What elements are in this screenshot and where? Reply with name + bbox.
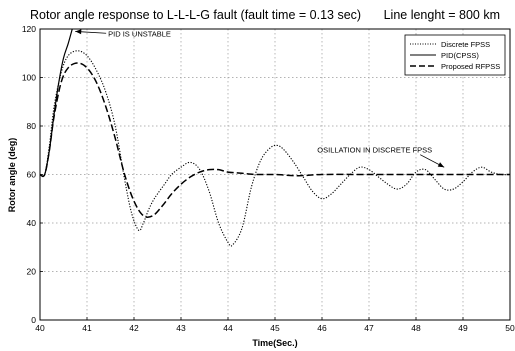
y-tick-label: 100	[22, 73, 36, 83]
x-tick-label: 43	[176, 323, 186, 333]
y-tick-label: 20	[27, 267, 37, 277]
annotation-arrowhead	[75, 29, 82, 35]
legend-label-rfpss: Proposed RFPSS	[441, 62, 500, 71]
annotation-arrowhead	[437, 162, 445, 168]
y-tick-label: 40	[27, 218, 37, 228]
x-tick-label: 47	[364, 323, 374, 333]
annotation-text: OSILLATION IN DISCRETE FPSS	[317, 146, 432, 155]
y-tick-label: 80	[27, 121, 37, 131]
x-tick-label: 42	[129, 323, 139, 333]
legend: Discrete FPSS PID(CPSS) Proposed RFPSS	[404, 34, 506, 76]
y-tick-label: 120	[22, 24, 36, 34]
x-tick-label: 49	[458, 323, 468, 333]
x-tick-label: 40	[35, 323, 45, 333]
legend-label-discrete-fpss: Discrete FPSS	[441, 40, 490, 49]
chart-title: Rotor angle response to L-L-L-G fault (f…	[30, 8, 361, 22]
x-tick-label: 45	[270, 323, 280, 333]
annotation-text: PID IS UNSTABLE	[108, 29, 171, 38]
x-tick-label: 50	[505, 323, 515, 333]
y-tick-label: 0	[31, 315, 36, 325]
annotation-pid-unstable: PID IS UNSTABLE	[75, 29, 171, 38]
legend-label-pid: PID(CPSS)	[441, 51, 479, 60]
chart-subtitle: Line lenght = 800 km	[384, 8, 500, 22]
y-axis-label: Rotor angle (deg)	[7, 138, 17, 213]
x-tick-label: 48	[411, 323, 421, 333]
plot-frame	[39, 28, 511, 321]
y-tick-label: 60	[27, 170, 37, 180]
annotation-oscillation: OSILLATION IN DISCRETE FPSS	[317, 146, 445, 168]
series-lines	[40, 29, 510, 247]
x-axis-label: Time(Sec.)	[252, 338, 297, 348]
series-line-pid-cpss	[40, 29, 73, 177]
x-tick-label: 44	[223, 323, 233, 333]
x-tick-label: 46	[317, 323, 327, 333]
x-tick-label: 41	[82, 323, 92, 333]
